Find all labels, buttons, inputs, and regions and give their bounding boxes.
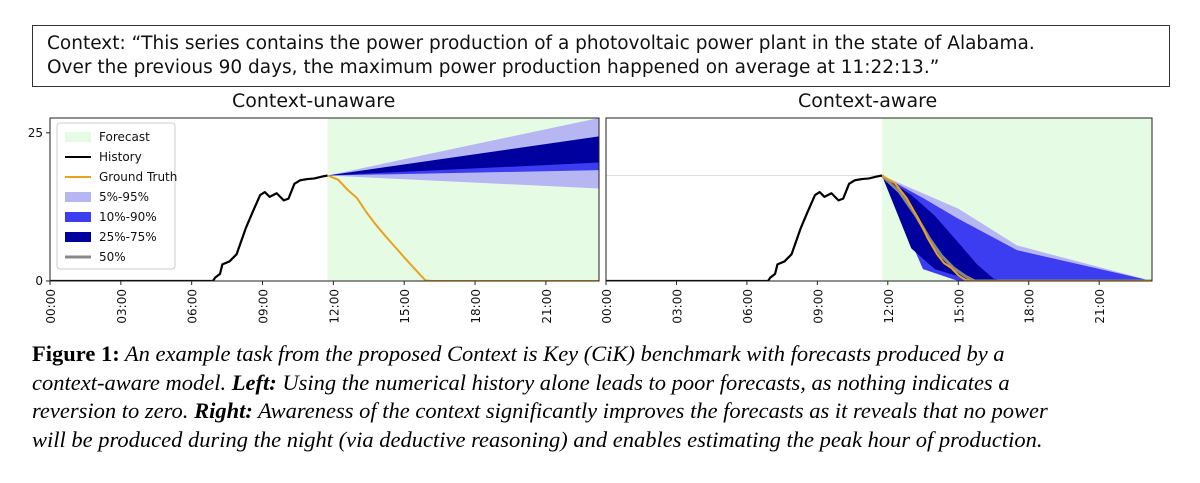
legend-label: 50% (99, 250, 126, 264)
x-tick-label: 21:00 (1093, 289, 1107, 324)
x-tick-label: 03:00 (115, 289, 129, 324)
caption-text-4: will be produced during the night (via d… (32, 426, 1043, 452)
x-tick-label: 09:00 (811, 289, 825, 324)
right-panel-title: Context-aware (798, 90, 938, 112)
legend-swatch (65, 132, 91, 142)
figure-caption: Figure 1: An example task from the propo… (32, 340, 1172, 454)
caption-text-2b: Using the numerical history alone leads … (276, 369, 1010, 395)
y-tick-label: 0 (35, 274, 43, 288)
x-tick-label: 12:00 (882, 289, 896, 324)
ground-truth-line (327, 174, 599, 281)
median-line (880, 174, 1152, 281)
context-aware-plot: 00:00 03:00 06:00 09:00 12:00 15:00 18:00 21:00 (600, 117, 1153, 324)
x-tick-label: 21:00 (540, 289, 554, 324)
legend-label: History (99, 150, 142, 164)
plot-frame (605, 117, 1153, 282)
legend-label: Forecast (99, 130, 150, 144)
legend-label: Ground Truth (99, 170, 177, 184)
left-panel-title: Context-unaware (232, 90, 396, 112)
forecast-figure: 00:00 03:00 06:00 09:00 12:00 15:00 18:00 21:00… (28, 117, 1153, 324)
x-tick-label: 18:00 (469, 289, 483, 324)
context-line-2: Over the previous 90 days, the maximum p… (47, 57, 940, 78)
figure-label: Figure 1: (32, 341, 120, 366)
caption-text-1: An example task from the proposed Contex… (119, 341, 1005, 366)
x-tick-label: 03:00 (670, 289, 684, 324)
caption-right-label: Right: (194, 398, 253, 423)
x-tick-label: 15:00 (952, 289, 966, 324)
x-tick-label: 09:00 (257, 289, 271, 324)
context-box: Context: “This series contains the power… (32, 25, 1170, 87)
legend-label: 25%-75% (99, 230, 157, 244)
caption-left-label: Left: (231, 369, 277, 395)
x-tick-label: 00:00 (44, 289, 58, 324)
context-unaware-plot: 00:00 03:00 06:00 09:00 12:00 15:00 18:00 21:00… (28, 117, 600, 324)
x-tick-label: 18:00 (1023, 289, 1037, 324)
ground-truth-line (881, 174, 1152, 281)
legend-label: 10%-90% (99, 210, 157, 224)
plot-frame (49, 117, 600, 282)
legend-swatch (65, 212, 91, 222)
legend-swatch (65, 232, 91, 242)
history-line (606, 174, 883, 281)
legend-label: 5%-95% (99, 190, 149, 204)
history-line (50, 174, 328, 281)
x-tick-label: 06:00 (186, 289, 200, 324)
context-line-1: Context: “This series contains the power… (47, 33, 1035, 54)
x-tick-label: 12:00 (327, 289, 341, 324)
legend-swatch (65, 192, 91, 202)
x-tick-label: 00:00 (600, 289, 614, 324)
band-25-75 (327, 136, 599, 176)
x-tick-label: 06:00 (741, 289, 755, 324)
caption-text-3b: Awareness of the context significantly i… (252, 398, 1048, 423)
x-tick-label: 15:00 (398, 289, 412, 324)
band-25-75 (881, 175, 1006, 281)
caption-text-2a: context-aware model. (32, 369, 232, 395)
caption-text-3a: reversion to zero. (32, 398, 195, 423)
y-tick-label: 25 (28, 126, 43, 140)
